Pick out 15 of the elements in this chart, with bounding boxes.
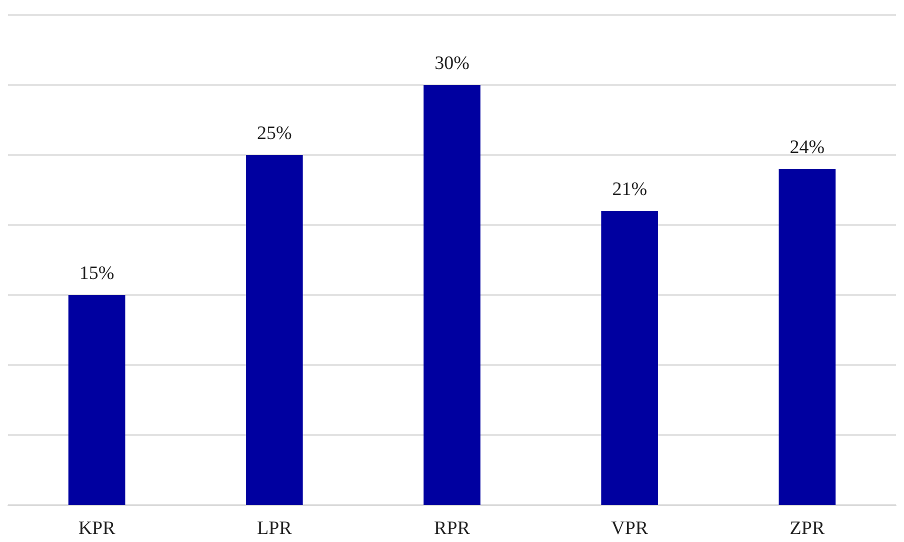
data-label: 25% — [256, 123, 292, 144]
data-label: 21% — [612, 179, 648, 200]
x-tick-label: KPR — [78, 518, 116, 539]
x-tick-label: ZPR — [790, 518, 825, 539]
data-label: 24% — [790, 137, 825, 158]
bar — [601, 211, 658, 505]
x-tick-label: RPR — [434, 518, 470, 539]
data-label: 30% — [434, 53, 470, 74]
x-tick-label: LPR — [256, 518, 292, 539]
bar — [246, 155, 303, 505]
data-label: 15% — [79, 263, 114, 284]
bar — [424, 85, 480, 505]
bar — [778, 169, 836, 505]
bar — [68, 295, 126, 505]
x-tick-label: VPR — [611, 518, 648, 539]
